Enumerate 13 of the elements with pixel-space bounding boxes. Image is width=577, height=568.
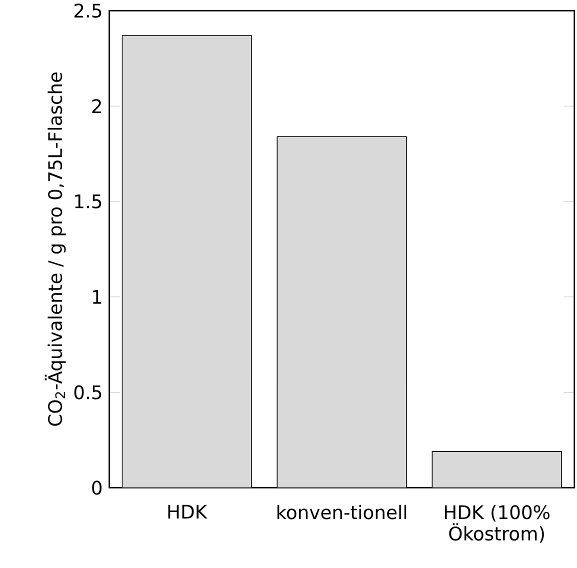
y-tick-label: 0.5: [74, 385, 102, 400]
bar: [432, 451, 562, 488]
y-tick-label: 0: [92, 480, 102, 495]
y-tick-label: 2.5: [74, 4, 102, 18]
x-tick-label: konven-tionell: [277, 505, 406, 520]
x-tick-label: HDK (100% Ökostrom): [444, 505, 550, 543]
bar: [122, 36, 252, 488]
y-tick-label: 1.5: [75, 194, 102, 209]
y-tick-label: 2: [92, 99, 101, 114]
y-tick-label: 1: [92, 290, 102, 304]
y-axis-title: CO$_{2}$-Äquivalente / g pro 0,75L-Flasche: [44, 72, 66, 426]
bar: [277, 136, 406, 488]
x-tick-label: HDK: [168, 505, 208, 519]
